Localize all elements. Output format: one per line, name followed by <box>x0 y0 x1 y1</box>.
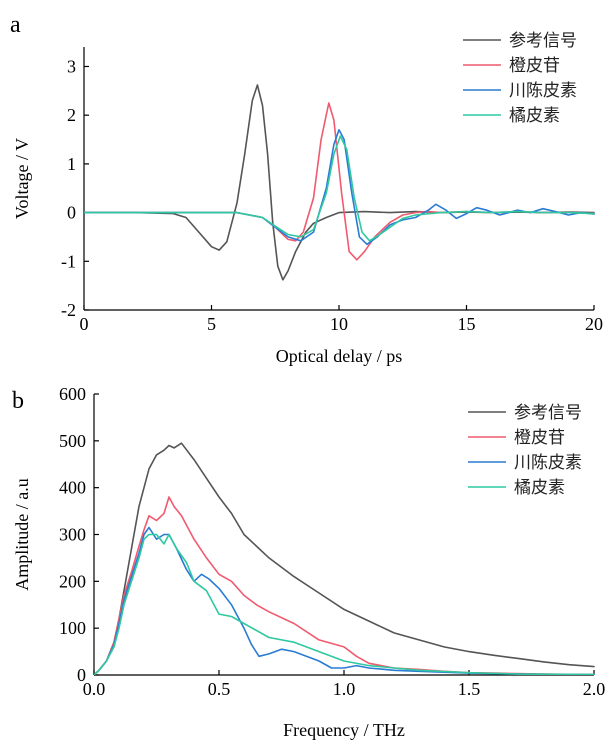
legend-label: 橘皮素 <box>514 478 565 498</box>
y-tick-label: 1 <box>67 154 76 174</box>
legend-label: 橘皮素 <box>509 106 560 126</box>
legend-label: 川陈皮素 <box>514 453 582 473</box>
chart-panel-a: a 0 5 10 15 20 -2 -1 0 1 2 3 Optical delay / ps Volta… <box>10 12 603 366</box>
x-axis-label: Optical delay / ps <box>276 346 402 366</box>
y-tick-label: -2 <box>61 300 76 320</box>
legend-label: 参考信号 <box>514 403 582 423</box>
legend-label: 橙皮苷 <box>509 56 560 76</box>
legend-label: 川陈皮素 <box>509 81 577 101</box>
y-tick-label: 600 <box>59 384 86 404</box>
legend-label: 橙皮苷 <box>514 428 565 448</box>
x-tick-label: 1.5 <box>458 679 481 699</box>
x-tick-label: 2.0 <box>583 679 606 699</box>
x-tick-label: 0.0 <box>83 679 106 699</box>
x-tick-label: 10 <box>330 314 348 334</box>
series-line-1 <box>94 442 595 675</box>
x-tick-label: 5 <box>207 314 216 334</box>
series-line-4 <box>94 533 595 675</box>
legend-label: 参考信号 <box>509 31 577 51</box>
panel-letter: b <box>12 388 24 414</box>
panel-letter: a <box>10 12 21 38</box>
y-axis-label: Voltage / V <box>12 138 32 219</box>
x-tick-label: 0 <box>80 314 89 334</box>
series-line-2 <box>84 102 595 261</box>
y-axis-label: Amplitude / a.u <box>12 478 32 590</box>
chart-panel-b: b 0.0 0.5 1.0 1.5 2.0 0 100 200 300 400 500 600 Frequ… <box>12 384 605 740</box>
series-group <box>94 442 595 675</box>
x-tick-label: 15 <box>458 314 476 334</box>
x-tick-label: 20 <box>585 314 603 334</box>
series-line-3 <box>94 526 595 675</box>
x-tick-label: 0.5 <box>208 679 231 699</box>
y-tick-label: 400 <box>59 478 86 498</box>
y-tick-label: 300 <box>59 525 86 545</box>
y-tick-label: 500 <box>59 431 86 451</box>
series-line-4 <box>84 135 595 242</box>
series-line-3 <box>84 129 595 246</box>
series-group <box>84 84 595 281</box>
y-tick-label: 0 <box>67 203 76 223</box>
y-tick-label: 3 <box>67 56 76 76</box>
y-tick-label: 200 <box>59 571 86 591</box>
y-tick-label: 0 <box>77 665 86 685</box>
y-tick-label: 100 <box>59 618 86 638</box>
y-tick-label: -1 <box>61 251 76 271</box>
x-axis-label: Frequency / THz <box>283 720 405 740</box>
x-tick-label: 1.0 <box>333 679 356 699</box>
y-tick-label: 2 <box>67 105 76 125</box>
series-line-2 <box>94 496 595 675</box>
